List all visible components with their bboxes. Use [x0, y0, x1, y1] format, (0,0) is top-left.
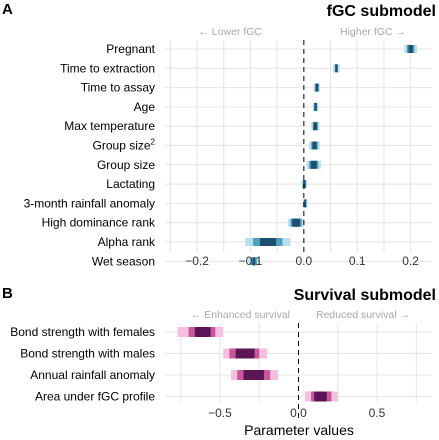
x-tick-label: 0.5 — [369, 406, 386, 420]
panel-b-category-labels: Bond strength with females Bond strength … — [10, 325, 155, 404]
category-label: Time to extraction — [60, 61, 155, 75]
interval-inner-1-0 — [194, 327, 211, 337]
x-tick-label: −0.1 — [239, 254, 263, 268]
category-label-text: Group size — [97, 158, 155, 172]
category-label: Bond strength with females — [10, 325, 155, 339]
category-label-text: Age — [134, 100, 156, 114]
interval-inner-0-5 — [312, 141, 317, 150]
category-label-text: Wet season — [92, 254, 155, 268]
interval-inner-0-10 — [260, 238, 277, 246]
category-label-text: Lactating — [106, 177, 155, 191]
interval-inner-1-2 — [243, 370, 264, 380]
category-label-text: Area under fGC profile — [35, 390, 155, 404]
category-label-text: Group size — [93, 139, 151, 153]
category-label: Annual rainfall anomaly — [30, 368, 155, 382]
category-label-text: Annual rainfall anomaly — [30, 368, 155, 382]
category-label-text: Max temperature — [64, 119, 155, 133]
panel-letter-a: A — [2, 1, 13, 18]
interval-inner-0-6 — [310, 160, 317, 169]
panel-a-right-direction-label: Higher fGC → — [340, 26, 406, 38]
panel-a-title: fGC submodel — [327, 3, 436, 20]
category-label-text: 3-month rainfall anomaly — [24, 196, 155, 210]
category-label: Lactating — [106, 177, 155, 191]
interval-inner-0-8 — [304, 199, 306, 208]
x-axis-title: Parameter values — [244, 422, 354, 438]
category-label: Group size — [97, 158, 155, 172]
interval-inner-1-1 — [235, 348, 255, 359]
interval-inner-0-7 — [303, 180, 306, 189]
interval-inner-0-3 — [314, 102, 317, 111]
category-label: Pregnant — [106, 42, 155, 56]
category-label: Wet season — [92, 254, 155, 268]
category-label-text: Alpha rank — [98, 235, 156, 249]
fgc-submodel-panel: A fGC submodel ← Lower fGC Higher fGC → … — [2, 1, 436, 268]
category-label: High dominance rank — [42, 216, 156, 230]
category-label: Alpha rank — [98, 235, 156, 249]
panel-a-intervals — [245, 40, 418, 266]
interval-inner-0-2 — [315, 83, 319, 92]
category-label: Time to assay — [81, 81, 155, 95]
category-label: Area under fGC profile — [35, 390, 155, 404]
panel-b-title: Survival submodel — [294, 287, 436, 304]
interval-inner-0-9 — [292, 218, 301, 227]
x-tick-label: 0.0 — [295, 254, 312, 268]
panel-b-right-direction-label: Reduced survival → — [316, 309, 410, 321]
category-label-text: High dominance rank — [42, 216, 156, 230]
x-tick-label: −0.5 — [208, 406, 232, 420]
panel-b-intervals — [177, 323, 338, 418]
panel-a-gridlines — [165, 40, 432, 262]
interval-inner-0-0 — [408, 45, 413, 53]
category-label: Max temperature — [64, 119, 155, 133]
category-label: 3-month rainfall anomaly — [24, 196, 155, 210]
x-tick-label: 0.2 — [402, 254, 419, 268]
panel-b-x-ticks: −0.5 0.0 0.5 — [208, 406, 386, 420]
category-label: Age — [134, 100, 156, 114]
panel-a-left-direction-label: ← Lower fGC — [198, 26, 262, 38]
category-label: Bond strength with males — [20, 347, 155, 361]
interval-inner-1-3 — [314, 391, 327, 402]
panel-b-left-direction-label: ← Enhanced survival — [191, 309, 290, 321]
category-label: Group size2 — [93, 138, 156, 153]
category-label-superscript: 2 — [151, 138, 156, 147]
category-label-text: Bond strength with males — [20, 347, 155, 361]
survival-submodel-panel: B Survival submodel ← Enhanced survival … — [2, 285, 436, 438]
category-label-text: Time to assay — [81, 81, 155, 95]
interval-inner-0-4 — [313, 122, 318, 131]
x-tick-label: 0.0 — [290, 406, 307, 420]
panel-a-category-labels: Pregnant Time to extraction Time to assay A… — [24, 42, 156, 268]
x-tick-label: 0.1 — [349, 254, 366, 268]
x-tick-label: −0.2 — [185, 254, 209, 268]
panel-letter-b: B — [2, 285, 13, 302]
panel-a-x-ticks: −0.2 −0.1 0.0 0.1 0.2 — [185, 254, 419, 268]
interval-inner-0-11 — [252, 257, 256, 266]
category-label-text: Bond strength with females — [10, 325, 155, 339]
category-label-text: Pregnant — [106, 42, 155, 56]
category-label-text: Time to extraction — [60, 61, 155, 75]
interval-inner-0-1 — [335, 64, 338, 73]
